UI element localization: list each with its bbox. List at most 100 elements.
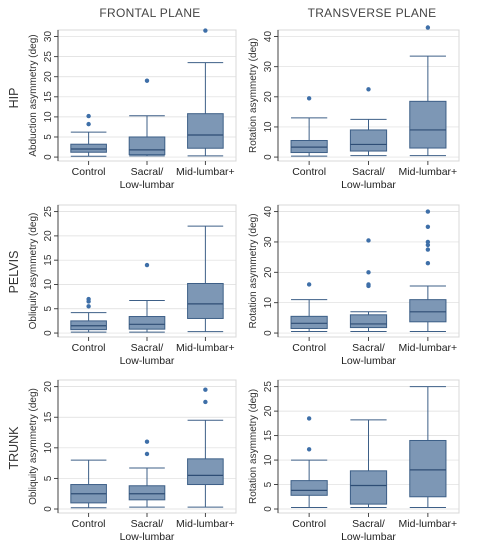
box-2 [187, 113, 224, 149]
outlier-point-0-0 [306, 282, 312, 287]
category-label-2-0: Mid-lumbar+ [399, 166, 458, 178]
category-label-0-0: Control [292, 342, 326, 354]
category-label-1-1: Low-lumbar [120, 179, 175, 191]
panel-1: 0 5 10 15 20 25 30 Abduction asymmetry (deg) Con… [28, 28, 237, 191]
y-tick-label-2: 20 [263, 266, 274, 278]
y-axis-label: Rotation asymmetry (deg) [248, 38, 259, 153]
y-tick-label-0: 0 [263, 506, 274, 512]
y-tick-label-3: 30 [263, 61, 274, 73]
panel-3: 0 5 10 15 20 25 Obliquity asymmetry (deg) Contr… [28, 204, 237, 367]
box-1 [128, 316, 166, 330]
category-label-2-0: Mid-lumbar+ [176, 342, 235, 354]
category-label-1-0: Sacral/ [131, 518, 164, 530]
y-tick-label-1: 10 [263, 297, 274, 309]
category-label-2-0: Mid-lumbar+ [176, 166, 235, 178]
outlier-point-2-0 [203, 28, 208, 33]
row-title-hip: HIP [7, 88, 21, 109]
panel-4: 0 10 20 30 40 Rotation asymmetry (deg) Control… [248, 204, 460, 367]
box-2 [187, 282, 224, 319]
outlier-point-2-3 [425, 239, 431, 245]
y-tick-label-3: 15 [43, 411, 54, 423]
outlier-point-0-0 [306, 447, 312, 452]
outlier-point-2-2 [425, 242, 431, 248]
category-label-0-0: Control [292, 518, 326, 530]
category-label-1-1: Low-lumbar [341, 179, 396, 191]
y-tick-label-4: 40 [263, 31, 274, 43]
y-tick-label-0: 0 [263, 330, 274, 336]
category-label-1-1: Low-lumbar [120, 355, 175, 367]
panel-5: 0 5 10 15 20 Obliquity asymmetry (deg) Control… [28, 379, 237, 543]
category-label-1-1: Low-lumbar [341, 531, 396, 543]
box-2 [409, 100, 447, 149]
category-label-1-0: Sacral/ [352, 518, 385, 530]
category-label-1-0: Sacral/ [131, 342, 164, 354]
box-1 [128, 136, 166, 156]
y-axis-label: Rotation asymmetry (deg) [248, 389, 259, 504]
outlier-point-1-0 [144, 78, 150, 83]
box-2 [409, 299, 447, 323]
row-title-trunk: TRUNK [7, 426, 21, 470]
category-label-0-0: Control [72, 518, 106, 530]
y-tick-label-1: 5 [43, 475, 54, 481]
outlier-point-0-1 [86, 113, 91, 119]
box-0 [290, 315, 328, 329]
y-tick-label-1: 5 [43, 134, 54, 140]
y-axis-label: Obliquity asymmetry (deg) [28, 213, 39, 330]
outlier-point-2-1 [203, 387, 208, 392]
y-tick-label-0: 0 [43, 330, 54, 336]
panels-container: 0 5 10 15 20 25 30 Abduction asymmetry (deg) Con… [28, 25, 460, 543]
category-label-1-1: Low-lumbar [341, 355, 396, 367]
category-label-0-0: Control [72, 166, 106, 178]
outlier-point-0-0 [86, 121, 91, 127]
category-label-1-1: Low-lumbar [120, 531, 175, 543]
y-tick-label-3: 30 [263, 236, 274, 248]
row-title-pelvis: PELVIS [7, 251, 21, 294]
outlier-point-2-5 [425, 209, 431, 214]
outlier-point-0-1 [306, 416, 312, 421]
box-1 [128, 485, 166, 501]
category-label-0-0: Control [292, 166, 326, 178]
y-axis-label: Abduction asymmetry (deg) [28, 34, 39, 156]
y-tick-label-1: 10 [263, 121, 274, 133]
outlier-point-1-3 [366, 238, 371, 243]
y-tick-label-4: 20 [263, 405, 274, 417]
outlier-point-1-1 [366, 282, 371, 287]
y-tick-label-3: 15 [263, 430, 274, 442]
outlier-point-2-0 [425, 261, 431, 266]
y-tick-label-5: 25 [43, 206, 54, 218]
category-label-1-0: Sacral/ [131, 166, 164, 178]
y-tick-label-2: 10 [43, 442, 54, 454]
y-tick-label-2: 10 [43, 278, 54, 290]
outlier-point-1-2 [366, 270, 371, 275]
y-tick-label-1: 5 [263, 481, 274, 487]
box-0 [70, 143, 107, 153]
outlier-point-0-2 [86, 296, 91, 302]
y-tick-label-5: 25 [43, 51, 54, 63]
column-title-transverse: TRANSVERSE PLANE [308, 6, 437, 20]
category-label-2-0: Mid-lumbar+ [399, 518, 458, 530]
y-tick-label-4: 20 [43, 71, 54, 83]
outlier-point-1-0 [366, 87, 371, 92]
outlier-point-0-0 [306, 96, 312, 101]
outlier-point-2-4 [425, 224, 431, 229]
box-2 [187, 458, 224, 486]
box-1 [349, 314, 388, 329]
box-1 [349, 470, 388, 505]
box-1 [349, 129, 388, 152]
box-0 [290, 139, 328, 154]
outlier-point-2-0 [425, 25, 431, 30]
y-tick-label-4: 20 [43, 230, 54, 242]
y-axis-label: Obliquity asymmetry (deg) [28, 388, 39, 505]
y-tick-label-3: 15 [43, 91, 54, 103]
category-label-2-0: Mid-lumbar+ [176, 518, 235, 530]
y-tick-label-4: 40 [263, 206, 274, 218]
outlier-point-0-0 [86, 304, 91, 309]
box-2 [409, 439, 447, 498]
category-label-1-0: Sacral/ [352, 342, 385, 354]
column-title-frontal: FRONTAL PLANE [99, 6, 200, 20]
y-tick-label-0: 0 [43, 506, 54, 512]
outlier-point-1-0 [144, 451, 150, 457]
y-tick-label-6: 30 [43, 31, 54, 43]
y-axis-label: Rotation asymmetry (deg) [248, 213, 259, 328]
y-tick-label-5: 25 [263, 381, 274, 393]
